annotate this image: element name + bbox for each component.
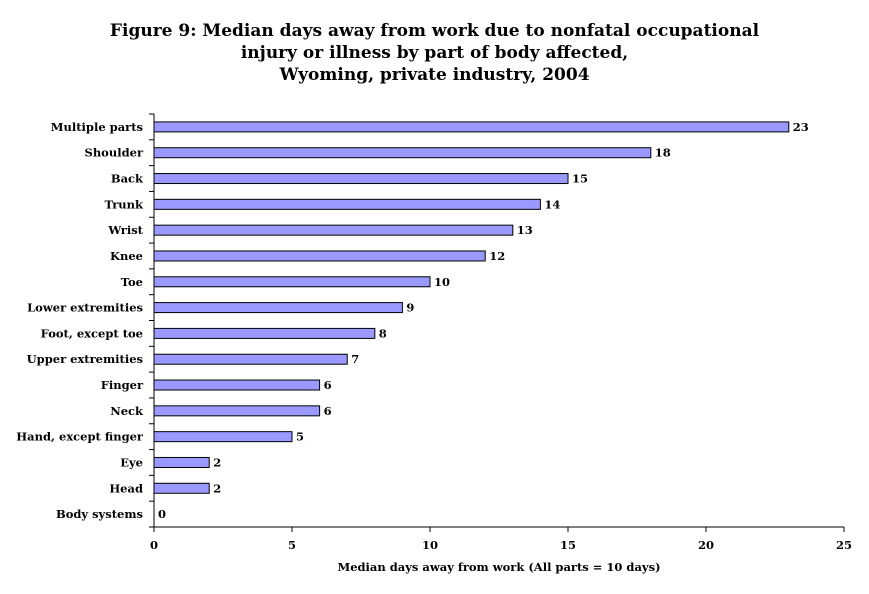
bar-6: [153, 276, 431, 288]
category-label-14: Head: [109, 481, 143, 495]
bar-8: [153, 327, 376, 339]
chart-title-line-2: injury or illness by part of body affect…: [240, 43, 629, 63]
bar-4: [153, 224, 514, 236]
data-label-1: 18: [655, 146, 671, 160]
x-tick-label-3: 15: [560, 538, 576, 552]
category-label-1: Shoulder: [85, 146, 144, 160]
x-tick-label-5: 25: [836, 538, 852, 552]
chart-title-line-1: Figure 9: Median days away from work due…: [109, 21, 760, 41]
bar-7: [153, 302, 403, 314]
bar-14: [153, 482, 210, 494]
data-label-6: 10: [434, 275, 450, 289]
category-label-12: Hand, except finger: [16, 430, 144, 444]
bar-3: [153, 198, 541, 210]
data-label-5: 12: [489, 249, 505, 263]
data-label-11: 6: [324, 404, 332, 418]
data-label-12: 5: [296, 430, 304, 444]
category-label-7: Lower extremities: [27, 301, 143, 315]
bar-1: [153, 147, 652, 159]
data-label-2: 15: [572, 172, 588, 186]
category-label-15: Body systems: [56, 507, 143, 521]
axes-group: [149, 113, 845, 532]
bar-0: [153, 121, 790, 133]
x-tick-label-4: 20: [698, 538, 714, 552]
data-label-3: 14: [544, 197, 560, 211]
data-label-15: 0: [158, 507, 166, 521]
chart-title-line-3: Wyoming, private industry, 2004: [279, 65, 590, 85]
data-label-10: 6: [324, 378, 332, 392]
data-label-0: 23: [793, 120, 809, 134]
category-label-8: Foot, except toe: [41, 326, 143, 340]
category-label-6: Toe: [121, 275, 143, 289]
x-axis-title: Median days away from work (All parts = …: [337, 560, 660, 574]
category-label-9: Upper extremities: [27, 352, 143, 366]
bar-13: [153, 456, 210, 468]
data-label-14: 2: [213, 481, 221, 495]
data-label-13: 2: [213, 455, 221, 469]
bar-11: [153, 405, 321, 417]
bar-9: [153, 353, 348, 365]
data-label-4: 13: [517, 223, 533, 237]
category-label-2: Back: [111, 172, 144, 186]
x-tick-label-1: 5: [288, 538, 296, 552]
x-tick-label-2: 10: [422, 538, 438, 552]
bars-group: [153, 121, 790, 494]
x-tick-label-0: 0: [150, 538, 158, 552]
category-label-11: Neck: [110, 404, 144, 418]
category-label-5: Knee: [110, 249, 143, 263]
labels-group: Multiple parts 23 Shoulder 18 Back 15 Trunk 14 W…: [16, 120, 852, 552]
bar-5: [153, 250, 486, 262]
bar-2: [153, 173, 569, 185]
data-label-7: 9: [406, 301, 414, 315]
data-label-9: 7: [351, 352, 359, 366]
category-label-13: Eye: [120, 455, 143, 469]
bar-10: [153, 379, 321, 391]
chart-title: Figure 9: Median days away from work due…: [0, 20, 869, 86]
category-label-3: Trunk: [105, 197, 145, 211]
bar-12: [153, 431, 293, 443]
data-label-8: 8: [379, 326, 387, 340]
category-label-0: Multiple parts: [51, 120, 143, 134]
category-label-4: Wrist: [107, 223, 143, 237]
category-label-10: Finger: [101, 378, 144, 392]
